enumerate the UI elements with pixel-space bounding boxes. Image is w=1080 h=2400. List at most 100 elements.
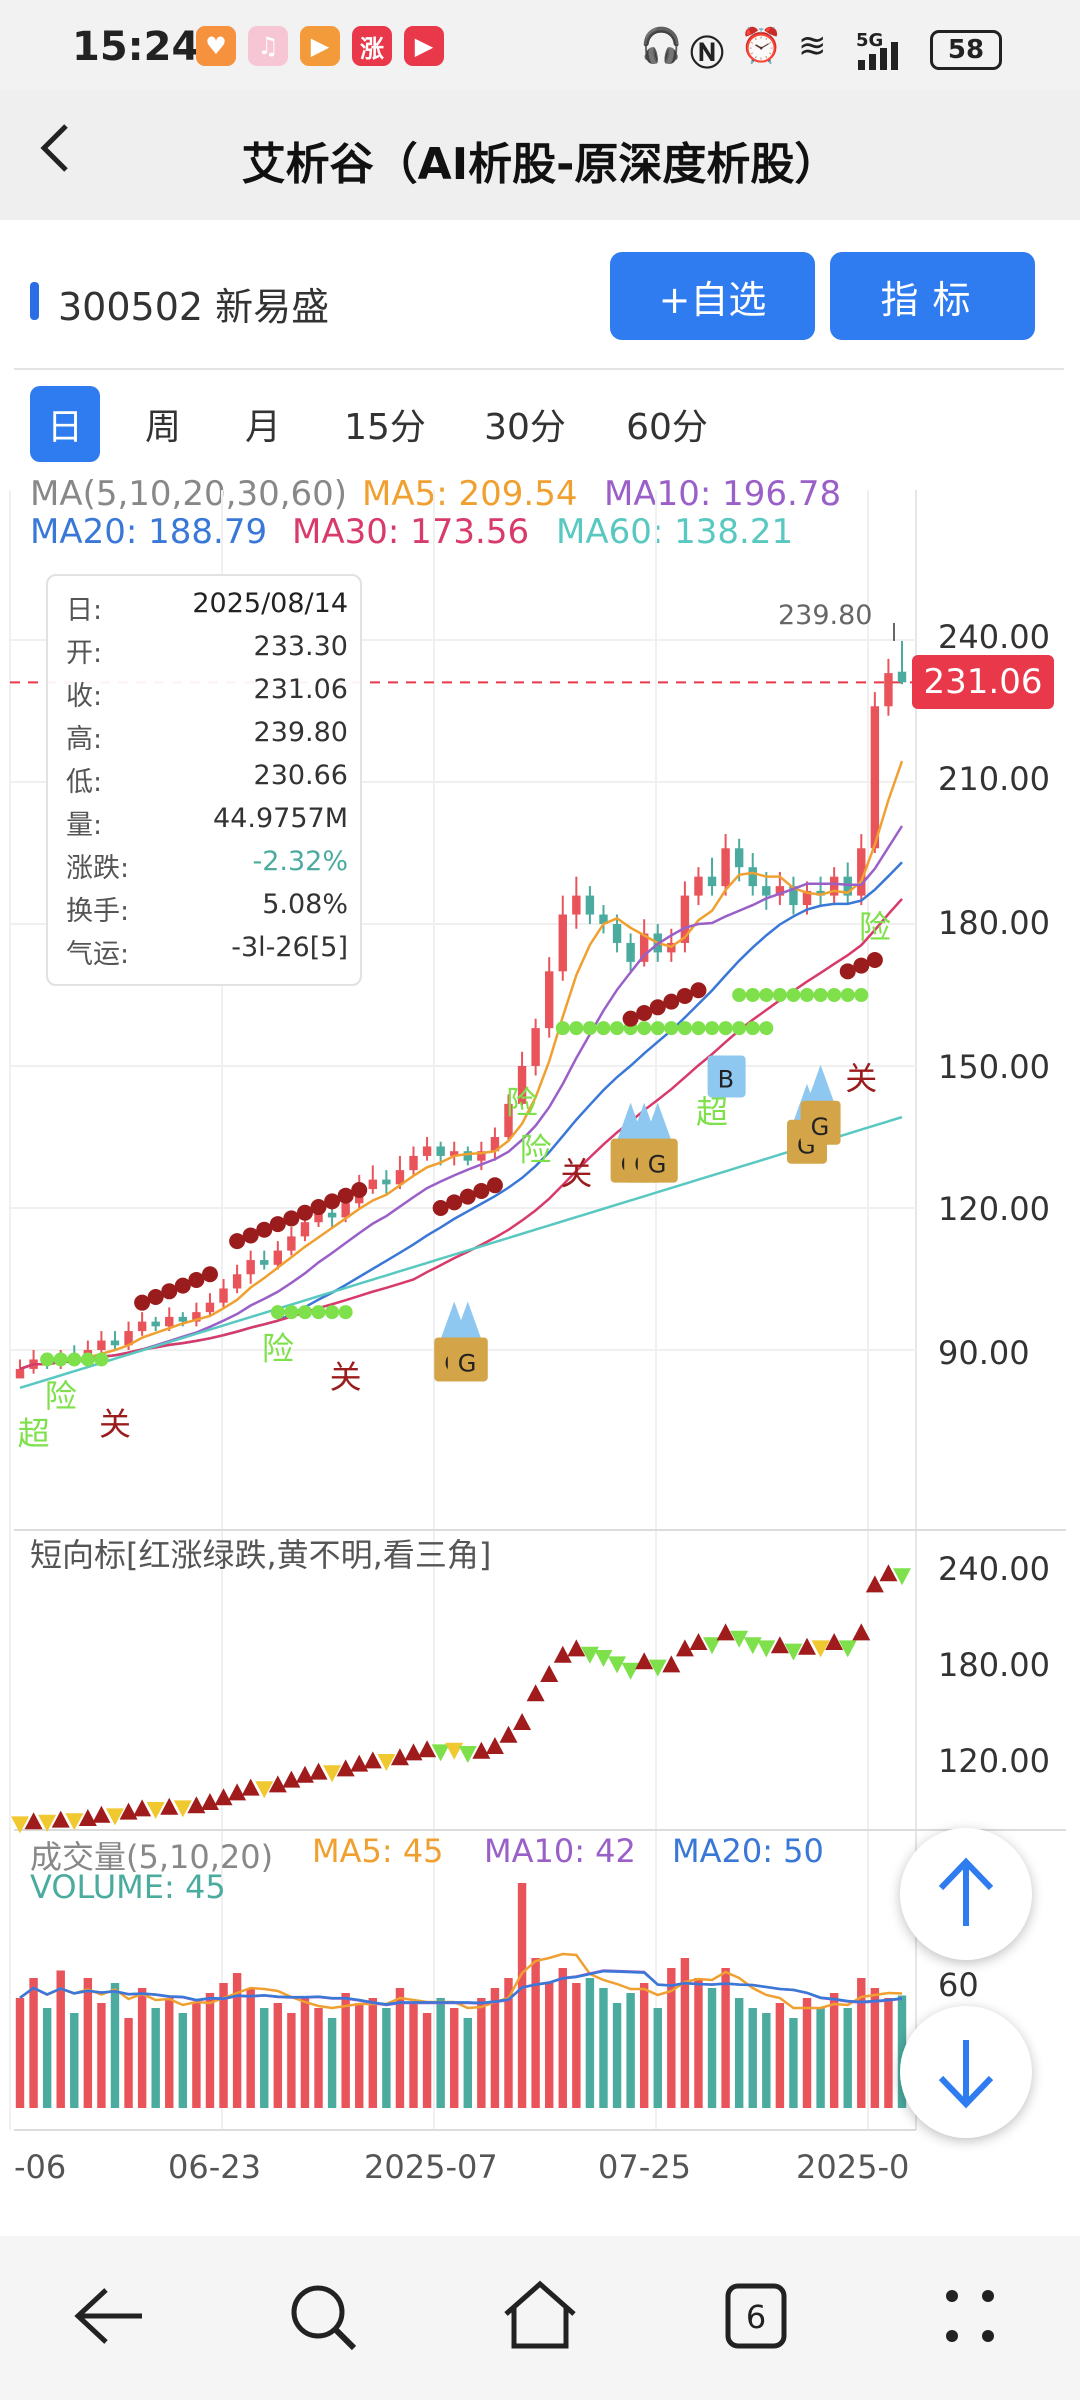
trend-triangle <box>798 1637 817 1655</box>
candle-body <box>843 876 852 896</box>
candle-body <box>585 895 595 915</box>
volume-bar <box>29 1978 38 2108</box>
tooltip-key: 气运: <box>66 939 130 970</box>
trend-triangle <box>662 1655 681 1673</box>
volume-bar <box>748 2008 757 2108</box>
tooltip-key: 开: <box>66 638 103 669</box>
tab-15min[interactable]: 15分 <box>344 407 426 448</box>
ma30-label: MA30: 173.56 <box>292 512 530 552</box>
trend-triangle <box>648 1659 667 1677</box>
signal-dot <box>732 1021 747 1036</box>
trend-triangle <box>431 1744 450 1762</box>
trend-triangle <box>173 1800 192 1818</box>
candle-body <box>165 1316 174 1327</box>
status-time: 15:24 <box>72 24 200 70</box>
candle-body <box>477 1151 486 1161</box>
trend-triangle <box>540 1665 559 1682</box>
scroll-up-button[interactable] <box>900 1828 1032 1960</box>
volume-bar <box>639 1983 649 2108</box>
scroll-down-button[interactable] <box>900 2006 1032 2138</box>
signal-dot <box>840 988 855 1002</box>
vol-ma10-label: MA10: 42 <box>484 1832 636 1870</box>
signal-dot <box>569 1021 584 1036</box>
signal-dot <box>555 1021 570 1036</box>
nav-search-icon[interactable] <box>284 2282 364 2352</box>
tab-month[interactable]: 月 <box>244 407 281 448</box>
tooltip-key: 收: <box>66 681 103 712</box>
nav-home-icon[interactable] <box>500 2278 580 2352</box>
price-axis-tick: 210.00 <box>938 760 1050 798</box>
signal-dot <box>147 1288 164 1305</box>
signal-dot <box>705 1021 720 1036</box>
add-watchlist-button[interactable]: +自选 <box>610 252 815 340</box>
volume-bar <box>151 2008 160 2108</box>
volume-bar <box>300 1998 310 2108</box>
trend-triangle <box>770 1636 789 1654</box>
candle-body <box>409 1155 418 1171</box>
trend-triangle <box>255 1781 274 1799</box>
tab-day[interactable]: 日 <box>30 386 100 462</box>
ma20-label: MA20: 188.79 <box>30 512 268 552</box>
volume-bar <box>653 2008 662 2108</box>
volume-bar <box>599 1988 608 2108</box>
indicator-axis-tick: 180.00 <box>938 1646 1050 1684</box>
battery-indicator: 58 <box>930 30 1002 70</box>
candle-body <box>97 1340 106 1350</box>
nav-back-icon[interactable] <box>70 2282 150 2352</box>
candle-body <box>884 673 893 707</box>
signal-label: 险 <box>506 1083 538 1121</box>
candle-body <box>287 1236 296 1251</box>
signal-dot <box>229 1233 246 1250</box>
volume-bar <box>327 2018 337 2108</box>
volume-bar <box>667 1968 676 2108</box>
ma60-line <box>19 1115 903 1390</box>
signal-dot <box>622 1010 639 1027</box>
volume-bar <box>843 2008 852 2108</box>
tab-30min[interactable]: 30分 <box>484 407 566 448</box>
volume-bar <box>15 1998 25 2108</box>
signal-label: 关 <box>99 1405 131 1443</box>
tooltip-value: 44.9757M <box>213 803 348 834</box>
tab-60min[interactable]: 60分 <box>626 407 708 448</box>
signal-dot <box>813 988 828 1002</box>
date-axis-tick: 07-25 <box>598 2148 691 2186</box>
signal-dot <box>677 1021 692 1036</box>
signal-label: 险 <box>859 908 891 946</box>
volume-bar <box>192 2003 201 2108</box>
volume-bar <box>884 1998 893 2108</box>
vol-ma20-line <box>19 1969 903 2006</box>
volume-bar <box>694 1978 703 2108</box>
signal-dot <box>296 1204 313 1221</box>
signal-dot <box>596 1021 611 1036</box>
trend-triangle <box>608 1656 627 1674</box>
candle-body <box>572 895 581 915</box>
nav-tabs-icon[interactable]: 6 <box>722 2280 792 2352</box>
volume-bar <box>762 2013 771 2108</box>
candle-body <box>748 867 757 887</box>
candle-body <box>232 1274 242 1289</box>
volume-bar <box>775 2003 785 2108</box>
volume-bar <box>544 1983 554 2108</box>
candle-body <box>857 848 866 896</box>
signal-dot <box>650 1021 665 1036</box>
stock-chart[interactable]: 超险关险关险险关超险关GGGGGGGB <box>0 470 1080 2150</box>
volume-bar <box>165 1998 174 2108</box>
indicator-button[interactable]: 指标 <box>830 252 1035 340</box>
tab-week[interactable]: 周 <box>144 407 181 448</box>
signal-dot <box>636 1004 653 1021</box>
candle-body <box>680 895 690 943</box>
trend-triangle <box>363 1751 382 1769</box>
signal-dot <box>161 1283 178 1300</box>
signal-dot <box>325 1305 340 1320</box>
candle-body <box>124 1331 133 1346</box>
page-title: 艾析谷（AI析股-原深度析股） <box>241 139 839 190</box>
signal-dot <box>854 988 869 1002</box>
back-button[interactable] <box>34 118 74 188</box>
trend-triangle <box>295 1765 314 1783</box>
candle-body <box>422 1146 432 1156</box>
trend-triangle <box>390 1748 409 1766</box>
signal-label: 险 <box>45 1377 77 1415</box>
ma5-label: MA5: 209.54 <box>362 474 578 514</box>
volume-bar <box>395 1988 405 2108</box>
nav-menu-icon[interactable] <box>940 2284 1000 2348</box>
